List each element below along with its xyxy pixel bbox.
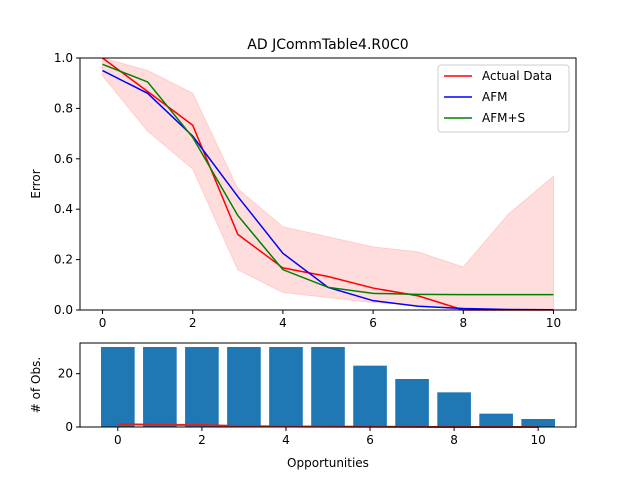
- legend-label: AFM+S: [482, 111, 525, 125]
- x-tick-label: 10: [546, 316, 561, 330]
- observation-bar: [101, 347, 135, 427]
- observation-bars: [101, 347, 555, 427]
- legend-label: Actual Data: [482, 69, 552, 83]
- x-tick-label: 8: [459, 316, 467, 330]
- legend-box: [437, 64, 570, 133]
- x-tick-label: 4: [279, 316, 287, 330]
- legend-label: AFM: [482, 90, 507, 104]
- legend: Actual Data AFM AFM+S: [437, 64, 570, 133]
- x-axis-ticks-bottom: 0 2 4 6 8 10: [114, 427, 546, 447]
- observation-bar: [269, 347, 303, 427]
- error-chart-panel: AD JCommTable4.R0C0 Error 0 2 4 6 8 10 0.0 0.2…: [29, 37, 577, 330]
- x-tick-label: 4: [282, 433, 290, 447]
- x-tick-label: 6: [366, 433, 374, 447]
- y-tick-label: 0.0: [54, 303, 73, 317]
- y-tick-label: 0.4: [54, 202, 73, 216]
- plot-frame-bottom: [79, 342, 577, 428]
- observation-bar: [185, 347, 219, 427]
- y-axis-ticks: 0.0 0.2 0.4 0.6 0.8 1.0: [54, 51, 80, 317]
- x-tick-label: 6: [369, 316, 377, 330]
- y-tick-label: 1.0: [54, 51, 73, 65]
- y-tick-label: 0.2: [54, 253, 73, 267]
- x-axis-ticks: 0 2 4 6 8 10: [99, 310, 561, 330]
- x-tick-label: 2: [189, 316, 197, 330]
- y-tick-label: 0.8: [54, 101, 73, 115]
- y-axis-label-observations: # of Obs.: [29, 357, 43, 413]
- observation-bar: [353, 365, 387, 427]
- series-line-afm-s: [102, 63, 554, 296]
- observation-bar: [437, 392, 471, 427]
- observation-bar: [479, 413, 513, 427]
- x-tick-label: 0: [114, 433, 122, 447]
- x-tick-label: 2: [198, 433, 206, 447]
- x-axis-label-opportunities: Opportunities: [287, 456, 369, 470]
- y-tick-label: 20: [58, 367, 73, 381]
- observations-chart-panel: # of Obs. Opportunities 0 2 4 6 8 10 0 20: [29, 342, 577, 470]
- observation-bar: [311, 347, 345, 427]
- y-tick-label: 0: [65, 420, 73, 434]
- y-axis-ticks-bottom: 0 20: [58, 367, 80, 434]
- chart-title: AD JCommTable4.R0C0: [247, 37, 408, 53]
- observation-bar: [227, 347, 261, 427]
- x-tick-label: 8: [450, 433, 458, 447]
- y-tick-label: 0.6: [54, 152, 73, 166]
- plot-frame-top: [79, 57, 577, 311]
- observation-bar: [143, 347, 177, 427]
- y-axis-label-error: Error: [29, 169, 43, 198]
- x-tick-label: 10: [531, 433, 546, 447]
- observation-bar: [395, 379, 429, 427]
- x-tick-label: 0: [99, 316, 107, 330]
- observation-bar: [521, 419, 555, 427]
